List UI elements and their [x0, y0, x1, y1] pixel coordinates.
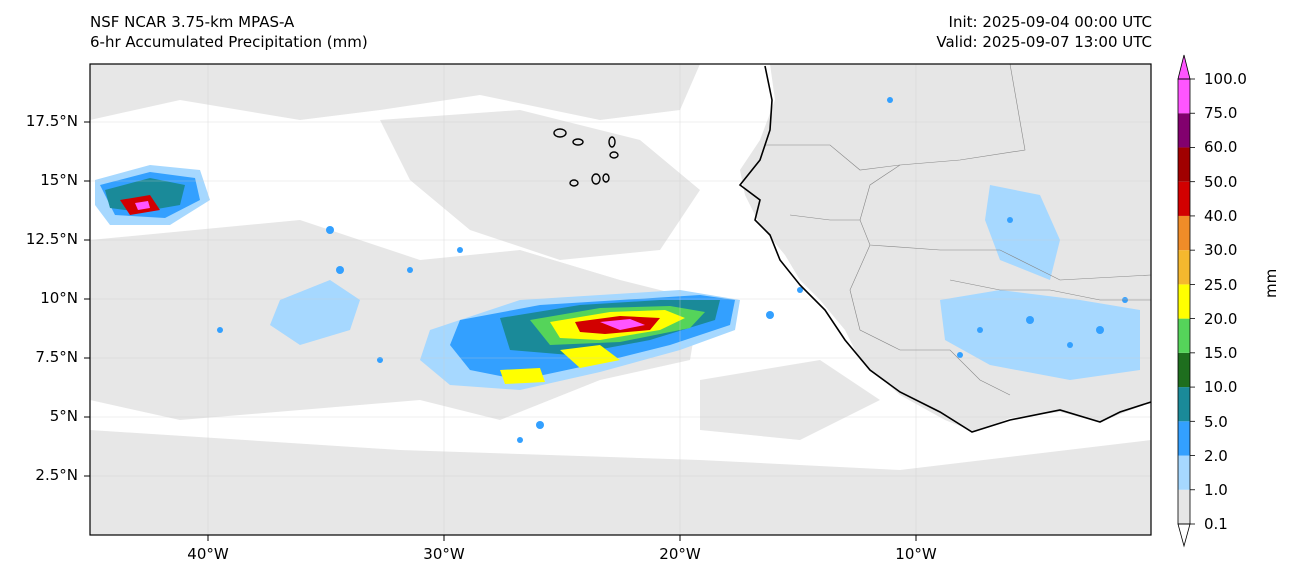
colorbar-frame [1177, 78, 1191, 525]
colorbar-tick: 10.0 [1204, 378, 1238, 396]
lat-tick: 12.5°N [25, 230, 78, 248]
colorbar-unit-label: mm [1262, 268, 1280, 298]
colorbar-tick: 75.0 [1204, 104, 1238, 122]
map-title: NSF NCAR 3.75-km MPAS-A 6-hr Accumulated… [90, 12, 368, 52]
colorbar-segment [1178, 421, 1190, 456]
colorbar-segment [1178, 147, 1190, 182]
lat-tick: 5°N [49, 407, 78, 425]
lon-tick: 40°W [187, 545, 229, 563]
colorbar-tick: 1.0 [1204, 481, 1228, 499]
cabo-verde-islands [553, 128, 619, 187]
colorbar-tick: 50.0 [1204, 173, 1238, 191]
field-name: 6-hr Accumulated Precipitation (mm) [90, 33, 368, 51]
colorbar-segment [1178, 79, 1190, 114]
lat-tick: 17.5°N [25, 112, 78, 130]
time-info: Init: 2025-09-04 00:00 UTC Valid: 2025-0… [936, 12, 1152, 52]
colorbar-tick: 20.0 [1204, 310, 1238, 328]
coastline [738, 65, 1151, 433]
colorbar-segment [1178, 455, 1190, 490]
lon-tick: 20°W [659, 545, 701, 563]
colorbar-min-extend [1177, 523, 1191, 548]
colorbar-segment [1178, 489, 1190, 524]
colorbar-segment [1178, 318, 1190, 353]
lon-tick: 10°W [895, 545, 937, 563]
colorbar-tick: 60.0 [1204, 138, 1238, 156]
lat-tick: 7.5°N [35, 348, 78, 366]
init-time: Init: 2025-09-04 00:00 UTC [948, 13, 1152, 31]
valid-time: Valid: 2025-09-07 13:00 UTC [936, 33, 1152, 51]
colorbar-tick: 2.0 [1204, 447, 1228, 465]
colorbar-segment [1178, 113, 1190, 148]
lat-tick: 10°N [40, 289, 78, 307]
country-borders [765, 64, 1151, 396]
colorbar-tick: 30.0 [1204, 241, 1238, 259]
colorbar-segment [1178, 387, 1190, 422]
lat-tick: 15°N [40, 171, 78, 189]
colorbar-max-extend [1177, 54, 1191, 80]
colorbar [1177, 54, 1195, 548]
colorbar-segment [1178, 352, 1190, 388]
colorbar-segment [1178, 250, 1190, 285]
graticule [90, 64, 1151, 535]
scattered-cells [217, 97, 1128, 443]
colorbar-tick: 0.1 [1204, 515, 1228, 533]
colorbar-segment [1178, 215, 1190, 251]
rain-25mm [500, 310, 685, 384]
map-area [90, 64, 1151, 535]
lat-tick: 2.5°N [35, 466, 78, 484]
rain-75mm [135, 201, 645, 330]
colorbar-tick: 5.0 [1204, 413, 1228, 431]
lon-tick: 30°W [423, 545, 465, 563]
colorbar-tick: 25.0 [1204, 276, 1238, 294]
model-name: NSF NCAR 3.75-km MPAS-A [90, 13, 295, 31]
colorbar-tick: 40.0 [1204, 207, 1238, 225]
colorbar-segment [1178, 284, 1190, 319]
colorbar-tick: 100.0 [1204, 70, 1247, 88]
light-precip [90, 64, 1151, 535]
axis-ticks [84, 121, 917, 541]
colorbar-segment [1178, 181, 1190, 216]
colorbar-tick: 15.0 [1204, 344, 1238, 362]
